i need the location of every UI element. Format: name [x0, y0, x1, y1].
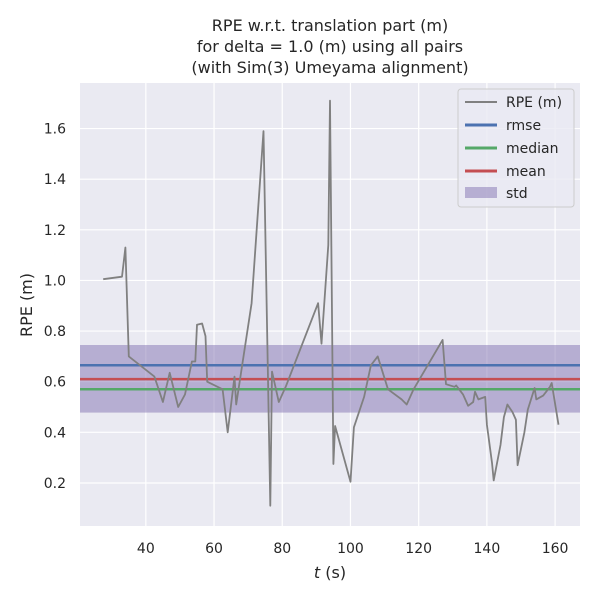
- y-tick-label: 1.0: [44, 273, 66, 289]
- x-axis-label-unit: (s): [320, 563, 346, 582]
- stat-lines-layer: [80, 364, 580, 391]
- x-tick-label: 80: [273, 541, 291, 557]
- x-tick-label: 160: [542, 541, 569, 557]
- y-tick-label: 0.8: [44, 324, 66, 340]
- legend-rmse-label: rmse: [506, 118, 541, 134]
- legend-std-swatch: [465, 187, 497, 198]
- legend-mean-label: mean: [506, 164, 546, 180]
- x-axis-label: t (s): [314, 563, 346, 582]
- y-tick-label: 0.4: [44, 425, 66, 441]
- x-tick-label: 140: [474, 541, 501, 557]
- y-tick-labels: 0.2 0.4 0.6 0.8 1.0 1.2 1.4 1.6: [44, 122, 66, 492]
- x-tick-label: 60: [205, 541, 223, 557]
- legend-std-label: std: [506, 186, 528, 202]
- y-tick-label: 0.2: [44, 476, 66, 492]
- x-tick-label: 120: [405, 541, 432, 557]
- chart-title-line-3: (with Sim(3) Umeyama alignment): [191, 58, 468, 77]
- legend-median-label: median: [506, 141, 558, 157]
- rpe-series-line: [103, 99, 560, 507]
- y-tick-label: 1.6: [44, 122, 66, 138]
- y-tick-label: 1.4: [44, 172, 66, 188]
- legend-box: [457, 88, 575, 208]
- legend-rpe-label: RPE (m): [506, 95, 562, 111]
- x-tick-labels: 40 60 80 100 120 140 160: [137, 541, 569, 557]
- chart-title-line-2: for delta = 1.0 (m) using all pairs: [197, 37, 463, 56]
- y-tick-label: 1.2: [44, 223, 66, 239]
- x-axis-label-variable: t: [314, 563, 321, 582]
- x-tick-label: 40: [137, 541, 155, 557]
- x-tick-label: 100: [337, 541, 364, 557]
- y-axis-label: RPE (m): [17, 273, 36, 337]
- y-tick-label: 0.6: [44, 375, 66, 391]
- rpe-series-layer: [103, 99, 560, 507]
- legend: RPE (m) rmse median mean std: [457, 88, 575, 208]
- chart-title-line-1: RPE w.r.t. translation part (m): [212, 16, 448, 35]
